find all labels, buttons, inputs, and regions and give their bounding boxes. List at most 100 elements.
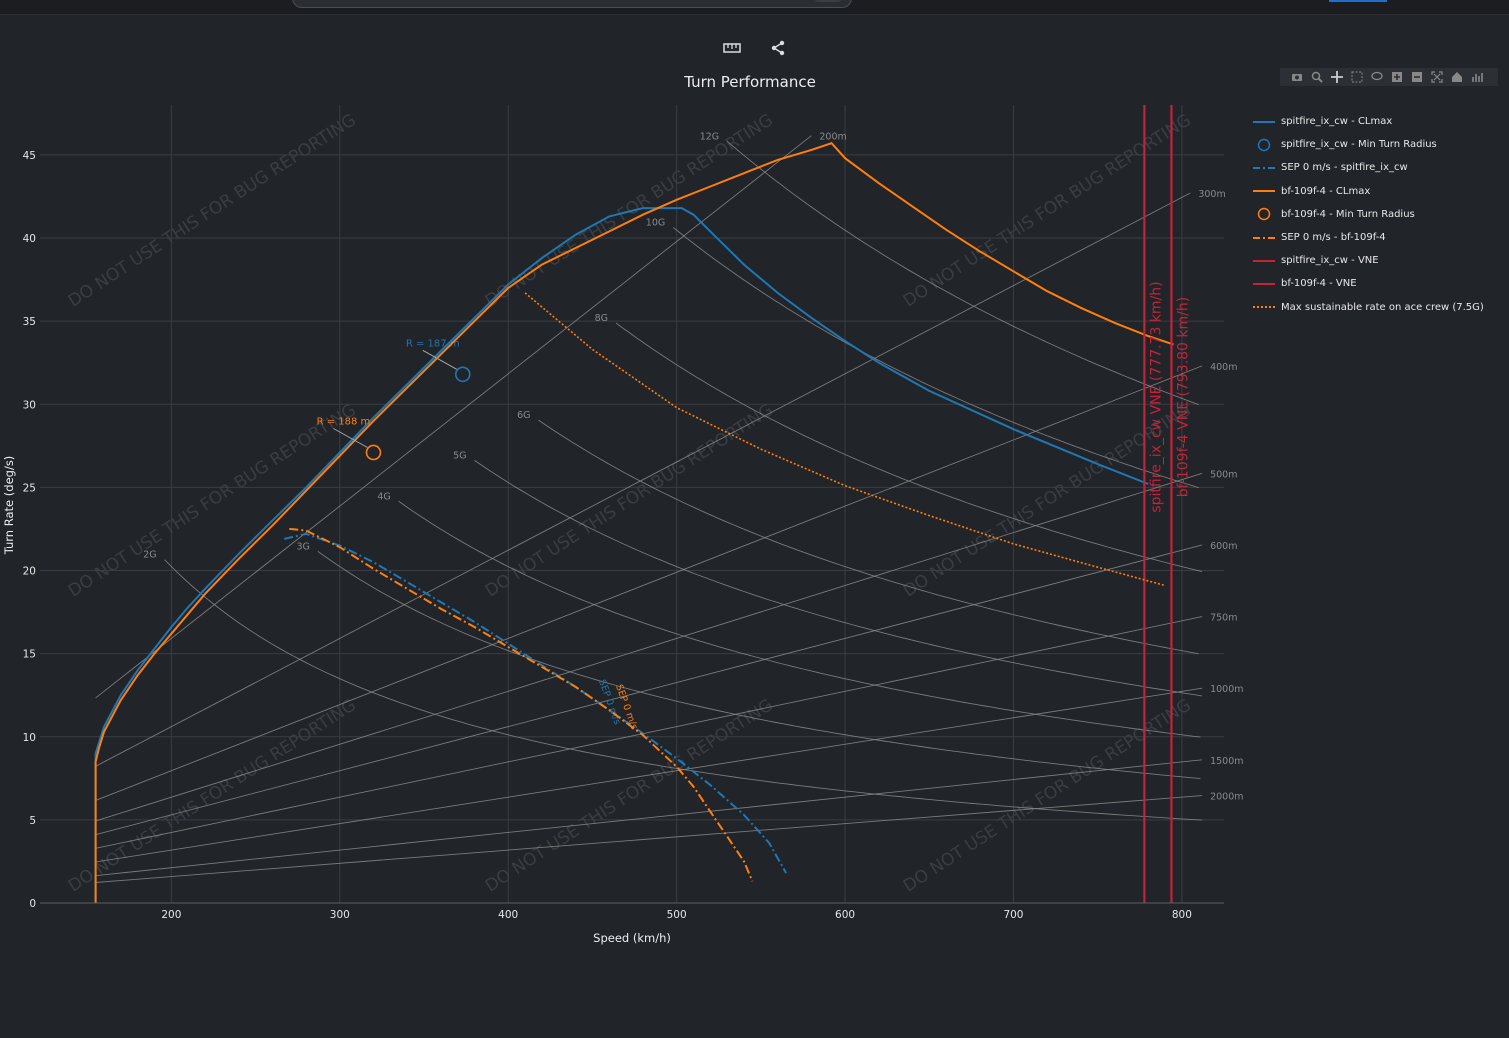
radius-line: [95, 795, 1203, 883]
radius-line: [95, 759, 1203, 877]
min-turn-radius-label: R = 188 m: [317, 416, 371, 427]
y-tick-label: 15: [23, 649, 36, 661]
x-tick-label: 500: [667, 909, 687, 921]
g-load-label: 6G: [517, 410, 530, 421]
y-axis-label: Turn Rate (deg/s): [2, 456, 16, 556]
box-select-icon[interactable]: [1348, 69, 1366, 85]
radius-line: [95, 135, 812, 699]
y-tick-label: 10: [23, 732, 36, 744]
legend-symbol: [1253, 120, 1275, 123]
x-tick-label: 400: [498, 909, 518, 921]
y-tick-label: 30: [23, 399, 36, 411]
legend-label: bf-109f-4 - CLmax: [1281, 185, 1371, 197]
g-load-line: [317, 551, 1201, 780]
g-load-line: [164, 559, 1203, 821]
series-line: [94, 207, 1149, 903]
x-tick-label: 300: [330, 909, 350, 921]
g-load-line: [398, 500, 1201, 738]
legend-symbol: [1253, 166, 1275, 169]
reset-axes-icon[interactable]: [1448, 69, 1466, 85]
radius-label: 1500m: [1210, 756, 1243, 767]
g-load-label: 8G: [595, 313, 608, 324]
lasso-icon[interactable]: [1368, 69, 1386, 85]
series-line: [524, 292, 1166, 587]
g-load-line: [726, 140, 1199, 406]
y-tick-label: 35: [23, 316, 36, 328]
legend-item[interactable]: spitfire_ix_cw - Min Turn Radius: [1252, 133, 1502, 156]
series-line: [283, 532, 787, 874]
annotation-arrow: [422, 349, 457, 370]
g-load-line: [474, 460, 1203, 697]
g-load-line: [538, 419, 1199, 655]
legend-label: SEP 0 m/s - spitfire_ix_cw: [1281, 162, 1408, 174]
legend-item[interactable]: SEP 0 m/s - bf-109f-4: [1252, 226, 1502, 249]
search-button[interactable]: [815, 0, 841, 2]
legend-symbol: [1253, 236, 1275, 239]
legend-label: bf-109f-4 - Min Turn Radius: [1281, 208, 1415, 220]
vne-label: bf-109f-4 VNE (793.80 km/h): [1175, 297, 1191, 497]
legend-symbol: [1253, 282, 1275, 285]
legend-label: spitfire_ix_cw - VNE: [1281, 255, 1379, 267]
chart-legend: spitfire_ix_cw - CLmax spitfire_ix_cw - M…: [1252, 110, 1502, 319]
series-line: [94, 142, 1174, 903]
legend-symbol: [1253, 306, 1275, 309]
autoscale-icon[interactable]: [1428, 69, 1446, 85]
camera-icon[interactable]: [1288, 69, 1306, 85]
watermark-text: DO NOT USE THIS FOR BUG REPORTING: [65, 400, 360, 601]
radius-label: 300m: [1198, 189, 1225, 200]
y-tick-label: 0: [29, 898, 36, 910]
legend-symbol: [1257, 208, 1271, 221]
radius-line: [95, 544, 1203, 836]
x-tick-label: 200: [161, 909, 181, 921]
g-load-label: 2G: [143, 550, 156, 561]
radius-line: [95, 192, 1191, 767]
legend-item[interactable]: SEP 0 m/s - spitfire_ix_cw: [1252, 156, 1502, 179]
legend-label: spitfire_ix_cw - CLmax: [1281, 116, 1393, 128]
annotation-arrow: [333, 428, 368, 448]
y-tick-label: 5: [29, 815, 36, 827]
g-load-label: 4G: [377, 491, 390, 502]
g-load-line: [673, 227, 1199, 489]
legend-item[interactable]: bf-109f-4 - VNE: [1252, 272, 1502, 295]
g-load-label: 5G: [453, 450, 466, 461]
min-turn-radius-marker: [454, 366, 471, 383]
x-tick-label: 800: [1172, 909, 1192, 921]
legend-label: bf-109f-4 - VNE: [1281, 278, 1357, 290]
legend-item[interactable]: spitfire_ix_cw - CLmax: [1252, 110, 1502, 133]
y-tick-label: 45: [23, 150, 36, 162]
radius-label: 2000m: [1210, 792, 1243, 803]
pan-icon[interactable]: [1328, 69, 1346, 85]
watermark-text: DO NOT USE THIS FOR BUG REPORTING: [65, 110, 360, 311]
x-tick-label: 700: [1003, 909, 1023, 921]
ruler-icon[interactable]: [721, 38, 743, 58]
y-tick-label: 40: [23, 233, 36, 245]
legend-item[interactable]: bf-109f-4 - Min Turn Radius: [1252, 203, 1502, 226]
chart-actions: [721, 38, 789, 58]
x-tick-label: 600: [835, 909, 855, 921]
primary-button[interactable]: [1329, 0, 1387, 2]
g-load-label: 10G: [646, 217, 665, 228]
plotly-logo-icon[interactable]: [1468, 69, 1486, 85]
legend-label: SEP 0 m/s - bf-109f-4: [1281, 232, 1386, 244]
chart-title: Turn Performance: [683, 73, 816, 91]
zoom-icon[interactable]: [1308, 69, 1326, 85]
legend-symbol: [1253, 190, 1275, 193]
legend-label: Max sustainable rate on ace crew (7.5G): [1281, 301, 1484, 313]
radius-label: 750m: [1210, 613, 1237, 624]
legend-symbol: [1253, 259, 1275, 262]
legend-item[interactable]: Max sustainable rate on ace crew (7.5G): [1252, 296, 1502, 319]
radius-label: 200m: [819, 132, 846, 143]
zoom-out-icon[interactable]: [1408, 69, 1426, 85]
x-axis-label: Speed (km/h): [593, 931, 671, 945]
plot-modebar: [1280, 68, 1498, 86]
zoom-in-icon[interactable]: [1388, 69, 1406, 85]
radius-label: 400m: [1210, 362, 1237, 373]
legend-item[interactable]: bf-109f-4 - CLmax: [1252, 180, 1502, 203]
share-icon[interactable]: [767, 38, 789, 58]
y-tick-label: 20: [23, 566, 36, 578]
legend-label: spitfire_ix_cw - Min Turn Radius: [1281, 139, 1437, 151]
legend-item[interactable]: spitfire_ix_cw - VNE: [1252, 249, 1502, 272]
radius-line: [95, 687, 1203, 863]
legend-symbol: [1257, 138, 1271, 152]
